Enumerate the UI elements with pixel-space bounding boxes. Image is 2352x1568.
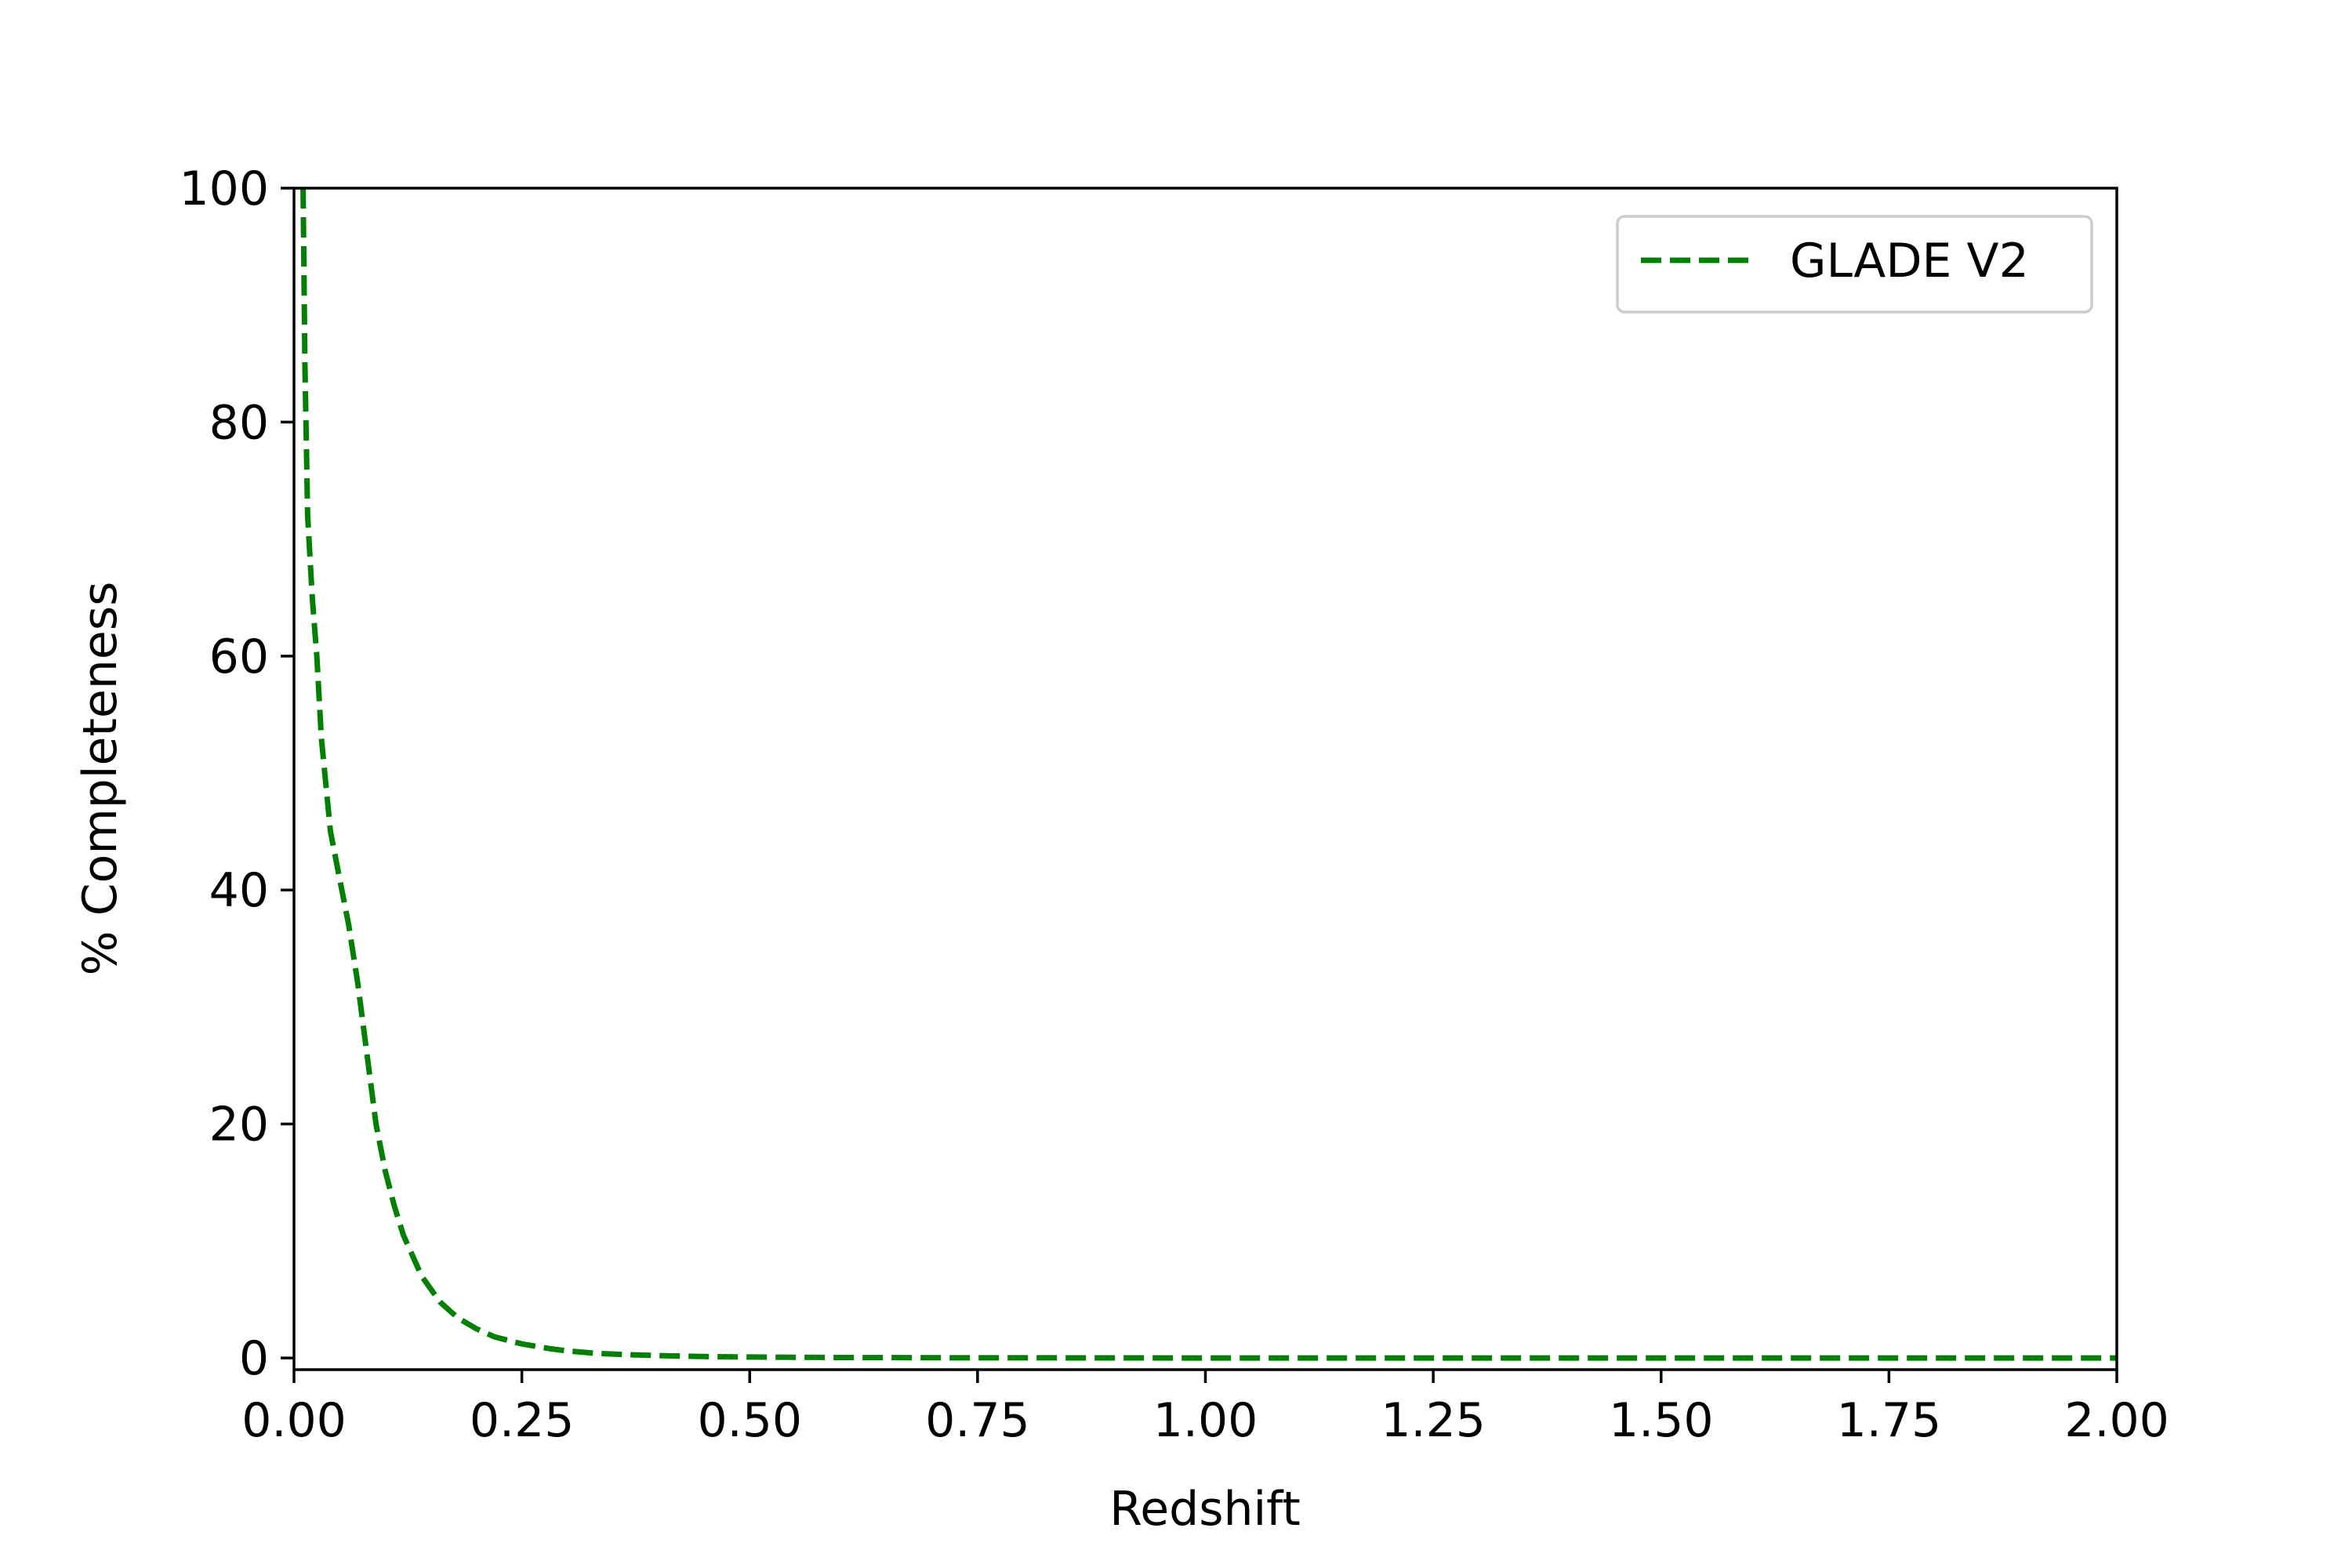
x-axis-label: Redshift <box>1109 1482 1301 1537</box>
legend: GLADE V2 <box>1616 215 2093 314</box>
y-tick-label: 40 <box>209 863 269 918</box>
y-tick-label: 80 <box>209 395 269 450</box>
x-tick-label: 2.00 <box>2064 1393 2169 1448</box>
y-tick-label: 0 <box>239 1331 269 1386</box>
series-line-glade-v2 <box>300 187 2117 1361</box>
x-tick-label: 1.50 <box>1609 1393 1714 1448</box>
y-axis-label: % Completeness <box>73 582 128 976</box>
legend-box <box>1616 215 2093 314</box>
legend-label-glade-v2: GLADE V2 <box>1790 234 2029 289</box>
x-axis-ticks: 0.00 0.25 0.50 0.75 1.00 1.25 1.50 1.75 2.00 <box>241 1370 2169 1448</box>
y-tick-label: 60 <box>209 630 269 684</box>
y-axis-ticks: 0 20 40 60 80 100 <box>179 162 294 1386</box>
y-tick-label: 100 <box>179 162 269 216</box>
x-tick-label: 0.75 <box>925 1393 1030 1448</box>
x-tick-label: 0.50 <box>697 1393 802 1448</box>
x-tick-label: 1.75 <box>1837 1393 1942 1448</box>
x-tick-label: 0.25 <box>470 1393 575 1448</box>
y-tick-label: 20 <box>209 1098 269 1152</box>
plot-area <box>300 187 2117 1361</box>
x-tick-label: 0.00 <box>241 1393 347 1448</box>
x-tick-label: 1.25 <box>1381 1393 1486 1448</box>
x-tick-label: 1.00 <box>1153 1393 1258 1448</box>
